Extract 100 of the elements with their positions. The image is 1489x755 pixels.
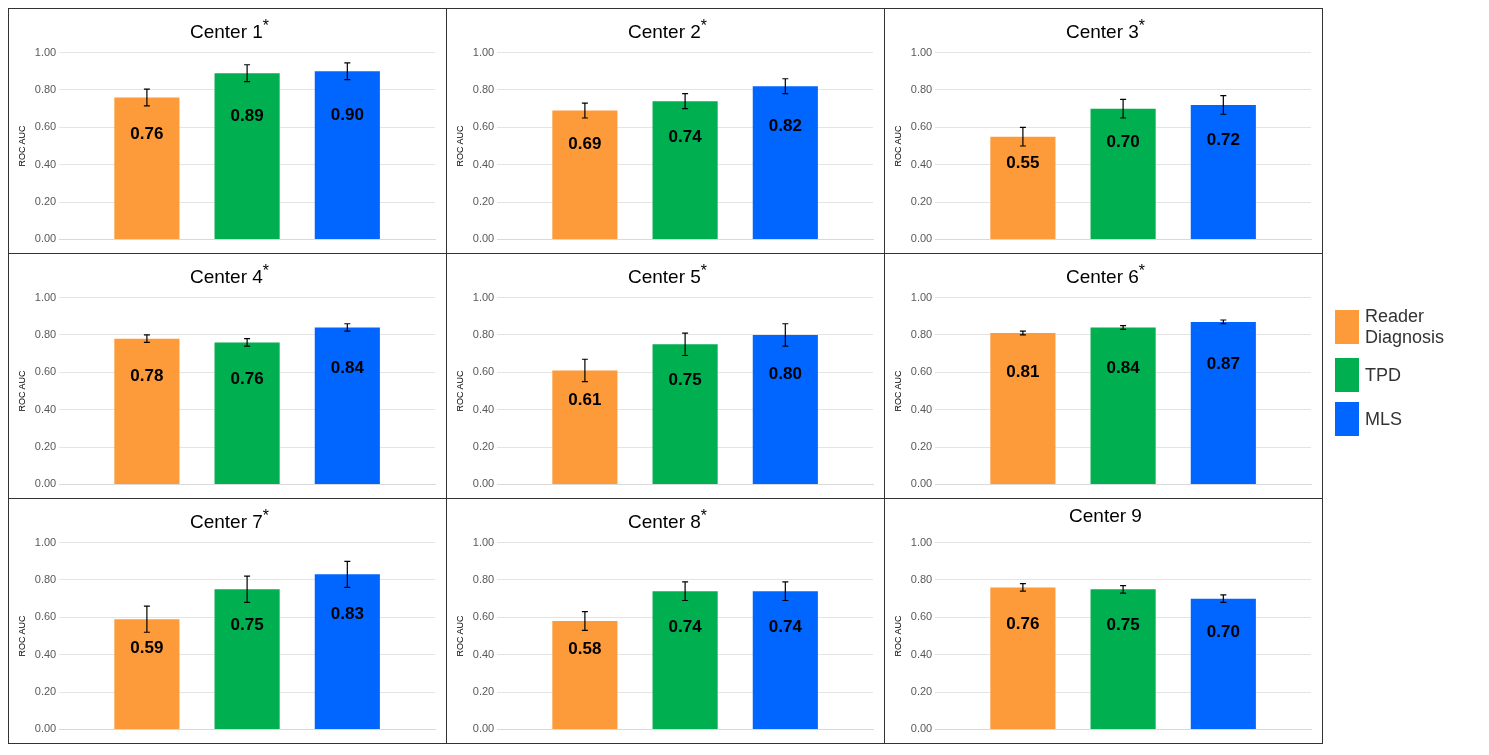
y-tick-label: 0.20	[910, 685, 933, 698]
y-tick-label: 0.40	[472, 157, 495, 170]
bar	[314, 327, 380, 484]
data-label: 0.61	[568, 389, 602, 409]
y-tick-label: 0.20	[910, 440, 933, 453]
y-tick-label: 0.40	[34, 157, 57, 170]
y-tick-label: 0.80	[910, 327, 933, 340]
y-axis-title: ROC AUC	[454, 615, 465, 657]
bar	[990, 587, 1056, 729]
data-label: 0.78	[130, 366, 164, 386]
y-tick-label: 0.20	[34, 195, 57, 208]
chart-title: Center 7$^{*}$	[188, 506, 270, 533]
bar	[114, 97, 180, 239]
y-tick-label: 0.80	[910, 572, 933, 585]
y-tick-label: 1.00	[472, 45, 495, 58]
data-label: 0.75	[230, 615, 264, 635]
y-tick-label: 1.00	[34, 290, 57, 303]
bar	[214, 73, 280, 239]
y-tick-label: 0.00	[910, 232, 933, 245]
chart-title: Center 3$^{*}$	[1064, 16, 1146, 43]
y-axis-title: ROC AUC	[454, 370, 465, 412]
y-tick-label: 0.60	[910, 365, 933, 378]
y-tick-label: 0.60	[34, 610, 57, 623]
y-tick-label: 0.80	[472, 82, 495, 95]
y-tick-label: 0.60	[910, 120, 933, 133]
data-label: 0.89	[230, 106, 264, 126]
y-tick-label: 0.80	[472, 327, 495, 340]
data-label: 0.59	[130, 637, 164, 657]
data-label: 0.74	[768, 616, 803, 636]
y-tick-label: 0.20	[472, 440, 495, 453]
bar	[990, 136, 1056, 239]
data-label: 0.82	[768, 115, 802, 135]
legend-label: MLS	[1365, 408, 1403, 430]
y-tick-label: 0.40	[34, 402, 57, 415]
data-label: 0.74	[668, 126, 703, 146]
y-tick-label: 1.00	[34, 45, 57, 58]
y-tick-label: 0.40	[34, 647, 57, 660]
bar	[1090, 589, 1156, 729]
data-label: 0.84	[330, 357, 365, 377]
data-label: 0.58	[568, 638, 602, 658]
y-tick-label: 0.00	[472, 722, 495, 735]
y-tick-label: 0.80	[34, 82, 57, 95]
y-tick-label: 0.60	[910, 610, 933, 623]
legend-label: Reader Diagnosis	[1365, 306, 1446, 348]
bar	[1190, 598, 1256, 729]
y-tick-label: 0.80	[472, 572, 495, 585]
y-tick-label: 0.20	[472, 195, 495, 208]
bar	[652, 344, 718, 484]
bar	[1090, 108, 1156, 239]
data-label: 0.76	[230, 369, 264, 389]
y-tick-label: 0.60	[34, 120, 57, 133]
data-label: 0.76	[1006, 614, 1040, 634]
legend-label: TPD	[1365, 364, 1402, 386]
y-axis-title: ROC AUC	[892, 615, 903, 657]
data-label: 0.70	[1106, 132, 1140, 152]
bar	[214, 342, 280, 484]
y-tick-label: 0.80	[910, 82, 933, 95]
bar	[552, 370, 618, 484]
bar	[1190, 104, 1256, 239]
y-tick-label: 1.00	[910, 290, 933, 303]
bar	[114, 338, 180, 484]
bar	[752, 334, 818, 484]
data-label: 0.90	[330, 104, 364, 124]
y-tick-label: 0.40	[910, 402, 933, 415]
y-tick-label: 0.40	[910, 647, 933, 660]
y-tick-label: 0.60	[472, 610, 495, 623]
chart-title: Center 9	[1068, 504, 1143, 528]
y-axis-title: ROC AUC	[16, 125, 27, 167]
y-tick-label: 0.00	[910, 722, 933, 735]
y-tick-label: 1.00	[34, 535, 57, 548]
y-tick-label: 0.20	[472, 685, 495, 698]
y-axis-title: ROC AUC	[892, 370, 903, 412]
y-tick-label: 0.00	[472, 477, 495, 490]
data-label: 0.83	[330, 604, 364, 624]
data-label: 0.87	[1206, 353, 1240, 373]
y-tick-label: 1.00	[910, 535, 933, 548]
data-label: 0.76	[130, 124, 164, 144]
y-tick-label: 0.00	[34, 232, 57, 245]
y-tick-label: 0.40	[472, 402, 495, 415]
bar	[214, 589, 280, 729]
data-label: 0.75	[668, 370, 702, 390]
bar	[114, 619, 180, 729]
y-tick-label: 0.00	[34, 477, 57, 490]
y-tick-label: 0.00	[910, 477, 933, 490]
y-tick-label: 0.00	[34, 722, 57, 735]
chart-title: Center 2$^{*}$	[626, 16, 708, 43]
bar	[652, 101, 718, 239]
y-tick-label: 0.80	[34, 572, 57, 585]
bar	[314, 71, 380, 239]
data-label: 0.81	[1006, 362, 1040, 382]
data-label: 0.70	[1206, 622, 1240, 642]
chart-title: Center 6$^{*}$	[1064, 261, 1146, 288]
y-tick-label: 0.60	[472, 120, 495, 133]
data-label: 0.80	[768, 363, 802, 383]
y-axis-title: ROC AUC	[16, 370, 27, 412]
data-label: 0.84	[1106, 357, 1141, 377]
data-label: 0.72	[1206, 129, 1240, 149]
y-tick-label: 0.00	[472, 232, 495, 245]
chart-title: Center 4$^{*}$	[188, 261, 270, 288]
chart-title: Center 1$^{*}$	[188, 16, 270, 43]
